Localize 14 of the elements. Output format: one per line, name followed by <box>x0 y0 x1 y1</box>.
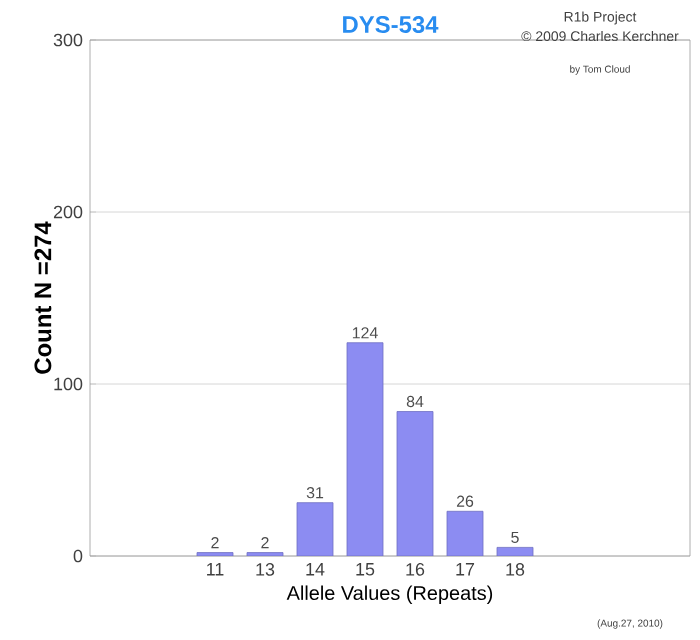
x-tick-label: 11 <box>207 563 224 576</box>
y-tick-label: 100 <box>54 377 83 391</box>
x-tick-label: 13 <box>256 563 275 576</box>
y-tick-label: 300 <box>53 33 83 47</box>
y-axis-title: Count N =274 <box>34 221 52 374</box>
x-tick-label: 14 <box>306 563 325 576</box>
x-axis-title: Allele Values (Repeats) <box>286 585 493 604</box>
y-tick-label: 0 <box>73 549 83 563</box>
x-tick-label: 15 <box>356 563 375 576</box>
x-tick-label: 16 <box>406 563 425 576</box>
y-tick-label: 200 <box>53 205 83 219</box>
x-tick-label: 18 <box>506 563 525 576</box>
chart-title: DYS-534 <box>343 16 439 34</box>
x-tick-label: 17 <box>456 563 475 576</box>
